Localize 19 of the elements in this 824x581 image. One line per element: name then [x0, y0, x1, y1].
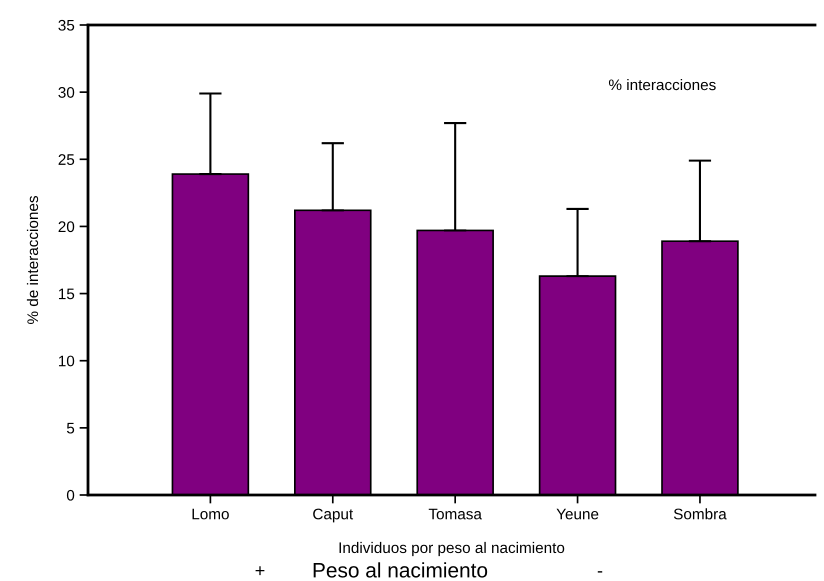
text: - [598, 571, 602, 573]
y-tick-label: 10 [58, 356, 74, 366]
y-tick-label: 25 [58, 154, 74, 165]
annotation: % interacciones [608, 78, 716, 90]
text: Peso al nacimiento [314, 562, 488, 578]
y-tick-label: 30 [58, 87, 74, 98]
y-tick-label: 0 [66, 490, 74, 501]
x-tick-label: Tomasa [428, 508, 482, 520]
x-tick-label: Caput [313, 508, 354, 522]
x-tick-label: Lomo [192, 508, 229, 520]
text: + [256, 566, 264, 576]
y-tick-label: 5 [66, 422, 74, 434]
y-tick-label: 35 [58, 20, 74, 31]
x-tick-label: Sombra [674, 508, 727, 520]
x-axis-title: Individuos por peso al nacimiento [340, 542, 564, 556]
y-tick-label: 20 [58, 221, 74, 232]
y-axis-title: % de interacciones [26, 196, 38, 324]
x-tick-label: Yeune [556, 508, 598, 520]
y-tick-label: 15 [58, 288, 74, 300]
